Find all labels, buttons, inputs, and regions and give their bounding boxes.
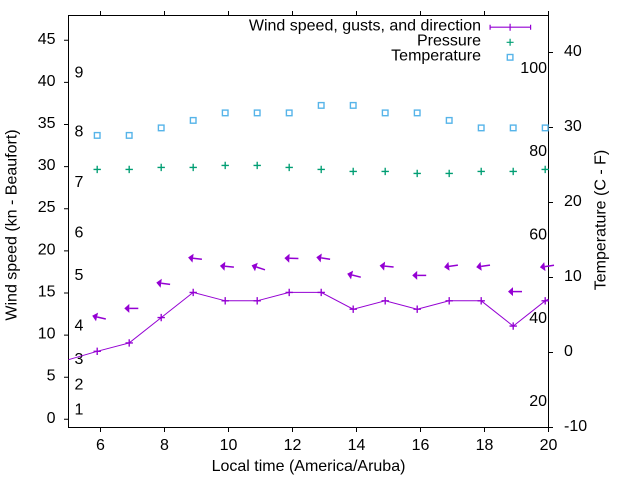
svg-text:30: 30 (38, 157, 56, 174)
svg-text:Pressure: Pressure (417, 33, 481, 50)
svg-text:0: 0 (564, 343, 573, 360)
svg-text:8: 8 (75, 124, 84, 141)
svg-text:40: 40 (529, 310, 547, 327)
svg-text:14: 14 (348, 437, 366, 454)
svg-text:6: 6 (96, 437, 105, 454)
svg-text:5: 5 (75, 267, 84, 284)
svg-text:4: 4 (75, 317, 84, 334)
svg-text:Temperature (C - F): Temperature (C - F) (593, 150, 610, 290)
svg-text:30: 30 (564, 118, 582, 135)
svg-text:7: 7 (75, 174, 84, 191)
svg-text:45: 45 (38, 31, 56, 48)
svg-text:35: 35 (38, 115, 56, 132)
svg-text:9: 9 (75, 65, 84, 82)
svg-text:6: 6 (75, 225, 84, 242)
svg-text:100: 100 (520, 60, 547, 77)
svg-text:10: 10 (564, 268, 582, 285)
svg-text:18: 18 (476, 437, 494, 454)
svg-text:-10: -10 (564, 418, 587, 435)
svg-text:3: 3 (75, 351, 84, 368)
svg-text:8: 8 (160, 437, 169, 454)
svg-text:5: 5 (47, 368, 56, 385)
svg-text:10: 10 (38, 326, 56, 343)
svg-text:Wind speed, gusts, and directi: Wind speed, gusts, and direction (249, 18, 481, 35)
svg-text:15: 15 (38, 284, 56, 301)
svg-text:Wind speed (kn - Beaufort): Wind speed (kn - Beaufort) (4, 129, 21, 320)
svg-text:25: 25 (38, 199, 56, 216)
svg-text:1: 1 (75, 402, 84, 419)
svg-text:Temperature: Temperature (391, 48, 481, 65)
svg-text:20: 20 (540, 437, 558, 454)
svg-text:20: 20 (529, 393, 547, 410)
svg-text:2: 2 (75, 376, 84, 393)
svg-text:40: 40 (564, 43, 582, 60)
svg-text:Local time (America/Aruba): Local time (America/Aruba) (212, 458, 406, 475)
svg-text:20: 20 (38, 241, 56, 258)
svg-text:16: 16 (412, 437, 430, 454)
svg-text:10: 10 (220, 437, 238, 454)
svg-text:60: 60 (529, 227, 547, 244)
svg-text:20: 20 (564, 193, 582, 210)
svg-text:40: 40 (38, 73, 56, 90)
svg-text:0: 0 (47, 410, 56, 427)
svg-text:80: 80 (529, 143, 547, 160)
svg-text:12: 12 (284, 437, 302, 454)
